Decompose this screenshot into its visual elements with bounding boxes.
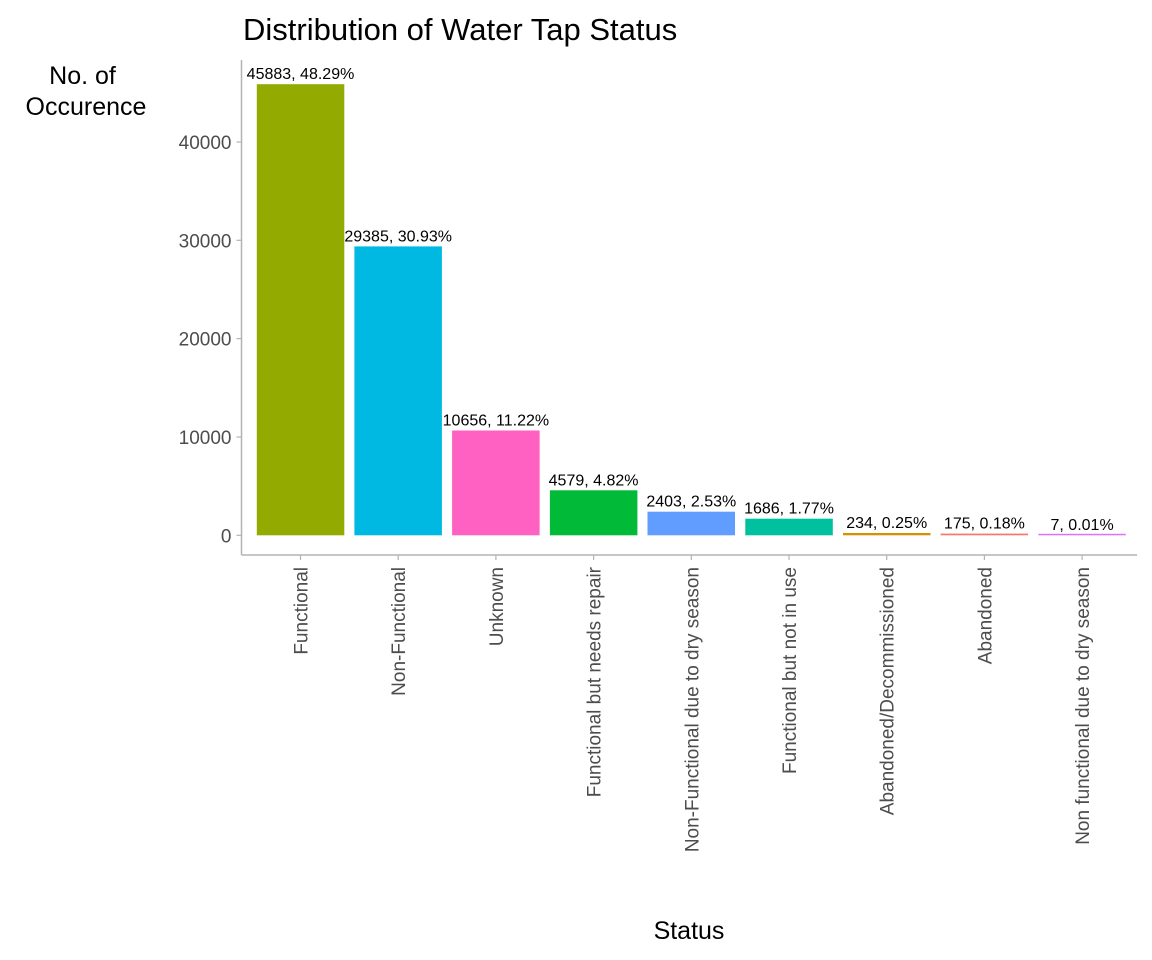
y-axis-title-line-2: Occurence — [26, 93, 147, 121]
data-label-6: 234, 0.25% — [846, 515, 927, 532]
y-axis-title: No. of Occurence — [26, 62, 147, 121]
y-axis-ticks: 0 10000 20000 30000 40000 — [179, 133, 242, 547]
bar-7 — [940, 533, 1029, 536]
x-axis-ticks: Functional Non-Functional Unknown Functiona… — [292, 555, 1094, 852]
chart-title: Distribution of Water Tap Status — [243, 12, 677, 47]
x-axis-title: Status — [654, 917, 725, 945]
x-tick-label-1: Non-Functional — [389, 567, 410, 696]
y-tick-label-4: 40000 — [179, 133, 232, 154]
data-labels-layer: 45883, 48.29% 29385, 30.93% 10656, 11.22% 4… — [247, 66, 1114, 534]
data-label-8: 7, 0.01% — [1051, 517, 1114, 534]
x-tick-label-2: Unknown — [487, 567, 508, 646]
x-tick-label-4: Non-Functional due to dry season — [682, 567, 703, 852]
data-label-1: 29385, 30.93% — [344, 228, 452, 245]
bar-8 — [1038, 533, 1126, 536]
data-label-4: 2403, 2.53% — [646, 494, 736, 511]
bar-6 — [843, 533, 931, 536]
bar-2 — [452, 430, 540, 536]
y-tick-label-2: 20000 — [179, 330, 232, 351]
bar-3 — [549, 490, 638, 536]
data-label-3: 4579, 4.82% — [549, 472, 639, 489]
x-tick-label-0: Functional — [292, 567, 313, 655]
x-tick-label-3: Functional but needs repair — [585, 566, 606, 797]
x-tick-label-6: Abandoned/Decommissioned — [878, 567, 899, 815]
bar-5 — [745, 518, 833, 536]
bars-layer — [256, 84, 1126, 536]
x-tick-label-5: Functional but not in use — [780, 567, 801, 774]
y-tick-label-0: 0 — [221, 526, 232, 547]
data-label-7: 175, 0.18% — [944, 516, 1025, 533]
bar-0 — [256, 84, 345, 536]
y-tick-label-1: 10000 — [179, 428, 232, 449]
y-axis-title-line-1: No. of — [49, 62, 116, 90]
data-label-2: 10656, 11.22% — [443, 413, 549, 430]
bar-1 — [354, 246, 442, 536]
y-tick-label-3: 30000 — [179, 231, 232, 252]
x-tick-label-8: Non functional due to dry season — [1073, 567, 1094, 845]
x-tick-label-7: Abandoned — [975, 567, 996, 664]
bar-4 — [647, 511, 735, 536]
data-label-0: 45883, 48.29% — [247, 66, 355, 83]
data-label-5: 1686, 1.77% — [744, 501, 834, 518]
